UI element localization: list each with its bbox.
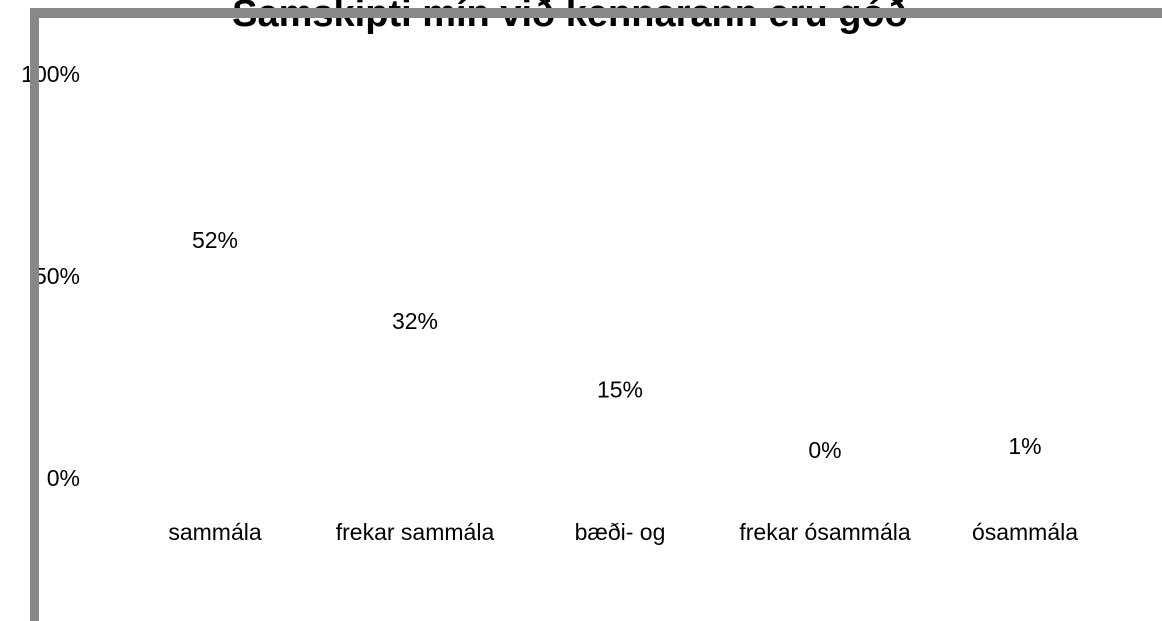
plot: Samskipti mín við kennarann eru góð 0%50… <box>21 0 1085 491</box>
data-label: 15% <box>597 376 643 402</box>
bar <box>965 476 1085 480</box>
x-tick-label: bæði- og <box>574 519 666 545</box>
x-tick-label: frekar ósammála <box>739 519 911 545</box>
y-tick-label: 50% <box>34 263 80 289</box>
bar <box>560 419 680 480</box>
x-tick-label: sammála <box>168 519 262 545</box>
x-tick-label: ósammála <box>971 519 1079 545</box>
bar <box>355 351 475 480</box>
x-tick-label: frekar sammála <box>335 519 495 545</box>
data-label: 1% <box>1008 433 1041 459</box>
frame-top <box>30 8 1162 18</box>
frame-left <box>30 8 39 621</box>
data-label: 52% <box>192 227 238 253</box>
y-tick-label: 0% <box>47 465 80 491</box>
data-label: 32% <box>392 308 438 334</box>
y-tick-label: 100% <box>21 61 80 87</box>
data-label: 0% <box>808 437 841 463</box>
bar <box>155 270 275 480</box>
